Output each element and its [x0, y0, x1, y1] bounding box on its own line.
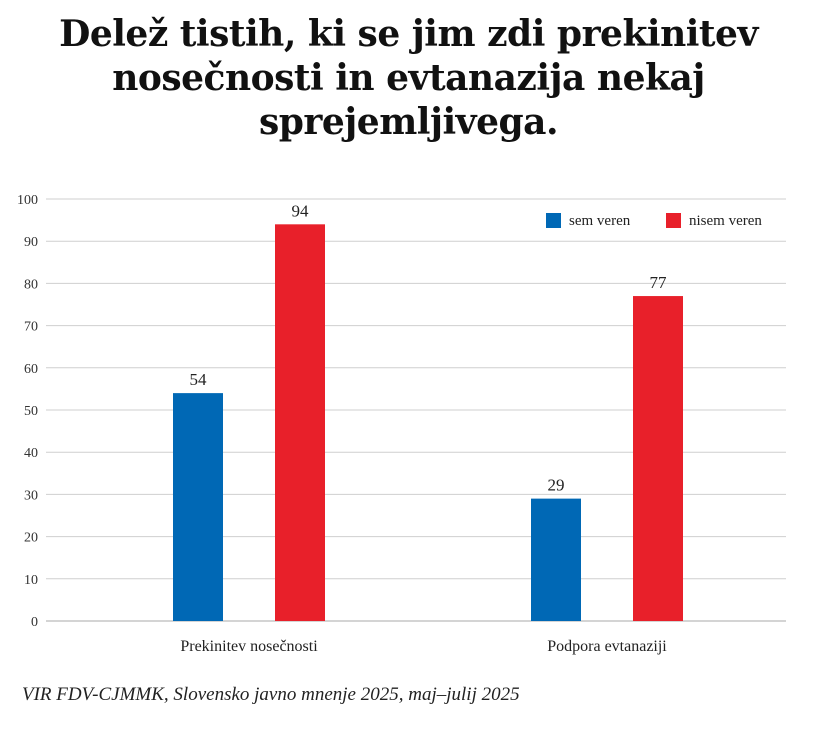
- data-label: 54: [190, 370, 208, 389]
- y-tick-label: 40: [24, 446, 38, 461]
- data-label: 29: [548, 476, 565, 495]
- x-tick-label: Podpora evtanaziji: [547, 638, 667, 655]
- y-tick-label: 0: [31, 615, 38, 630]
- y-tick-label: 80: [24, 277, 38, 292]
- y-tick-label: 50: [24, 404, 38, 419]
- legend-label: sem veren: [569, 213, 631, 229]
- y-tick-label: 70: [24, 320, 38, 335]
- legend-swatch: [666, 213, 681, 228]
- y-tick-label: 100: [17, 193, 38, 208]
- y-tick-label: 20: [24, 531, 38, 546]
- data-label: 94: [292, 201, 310, 220]
- data-label: 77: [650, 273, 668, 292]
- bar: [275, 224, 325, 621]
- bar: [531, 498, 581, 621]
- y-tick-label: 60: [24, 362, 38, 377]
- bar: [633, 296, 683, 621]
- y-tick-label: 10: [24, 573, 38, 588]
- chart-title: Delež tistih, ki se jim zdi prekinitev n…: [59, 13, 758, 143]
- legend-label: nisem veren: [689, 213, 762, 229]
- y-tick-label: 90: [24, 235, 38, 250]
- source-note: VIR FDV-CJMMK, Slovensko javno mnenje 20…: [22, 684, 520, 705]
- bar: [173, 393, 223, 621]
- legend-swatch: [546, 213, 561, 228]
- x-tick-label: Prekinitev nosečnosti: [180, 638, 318, 655]
- y-tick-label: 30: [24, 488, 38, 503]
